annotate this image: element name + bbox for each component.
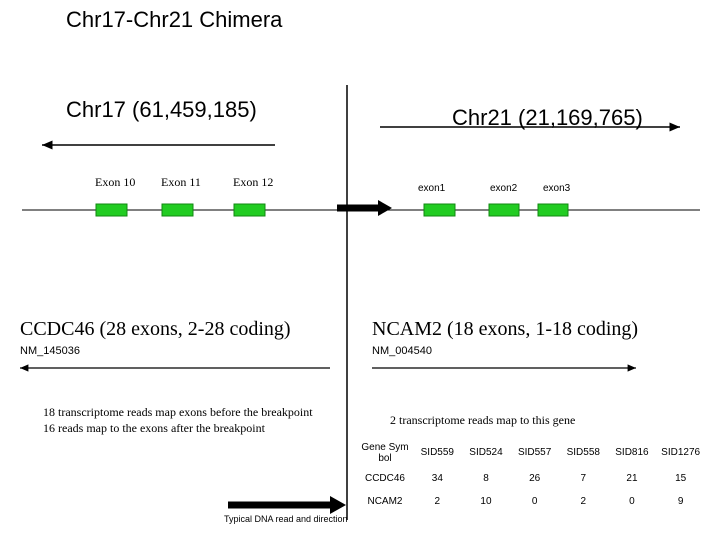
exon-label: exon2 <box>490 183 518 194</box>
reads-note: 18 transcriptome reads map exons before … <box>43 405 313 419</box>
table-cell: 34 <box>431 473 443 484</box>
legend-label: Typical DNA read and direction <box>224 514 348 524</box>
chr21-label: Chr21 (21,169,765) <box>452 105 643 130</box>
table-cell: 8 <box>483 473 489 484</box>
table-cell: SID1276 <box>661 447 701 458</box>
reads-note: 16 reads map to the exons after the brea… <box>43 421 265 435</box>
table-cell: 2 <box>434 496 441 507</box>
table-row: CCDC46 34 8 26 7 21 15 <box>357 467 705 490</box>
table-cell: 21 <box>626 473 638 484</box>
table-cell: SID816 <box>615 447 649 458</box>
table-cell: SID524 <box>469 447 503 458</box>
table-cell: 9 <box>677 496 684 507</box>
chr17-label: Chr17 (61,459,185) <box>66 97 257 122</box>
exon-box <box>95 203 128 217</box>
exon-label: exon3 <box>543 183 571 194</box>
table-cell: SID559 <box>420 447 454 458</box>
read-arrowhead <box>378 200 392 216</box>
table-cell: SID557 <box>517 447 552 458</box>
exon-box <box>488 203 520 217</box>
reads-table: Gene Symbol SID559 SID524 SID557 SID558 SID81… <box>357 438 705 513</box>
table-cell: 10 <box>480 496 492 507</box>
reads-note: 2 transcriptome reads map to this gene <box>390 413 576 427</box>
exons <box>95 203 569 217</box>
accession: NM_145036 <box>20 345 80 357</box>
accession: NM_004540 <box>372 345 432 357</box>
table-cell: SID558 <box>566 447 600 458</box>
exon-label: exon1 <box>418 183 446 194</box>
table-cell: NCAM2 <box>367 496 403 507</box>
gene-label: CCDC46 (28 exons, 2-28 coding) <box>20 318 291 340</box>
table-cell: 0 <box>531 496 538 507</box>
exon-box <box>161 203 194 217</box>
table-cell: Gene Symbol <box>361 441 409 464</box>
table-cell: CCDC46 <box>364 473 405 484</box>
exon-label: Exon 10 <box>95 175 136 189</box>
table-row: NCAM2 2 10 0 2 0 9 <box>357 490 705 513</box>
table-cell: 26 <box>529 473 541 484</box>
title: Chr17-Chr21 Chimera <box>66 7 283 32</box>
table-cell: 2 <box>580 496 587 507</box>
exon-label: Exon 11 <box>161 175 201 189</box>
exon-label: Exon 12 <box>233 175 274 189</box>
table-cell: 15 <box>675 473 687 484</box>
table-cell: 0 <box>629 496 635 507</box>
exon-box <box>233 203 266 217</box>
table-cell: 7 <box>580 473 587 484</box>
exon-box <box>423 203 456 217</box>
legend-arrowhead <box>330 496 346 514</box>
gene-label: NCAM2 (18 exons, 1-18 coding) <box>372 318 639 340</box>
table-row: Gene Symbol SID559 SID524 SID557 SID558 SID81… <box>357 438 705 467</box>
exon-box <box>537 203 569 217</box>
